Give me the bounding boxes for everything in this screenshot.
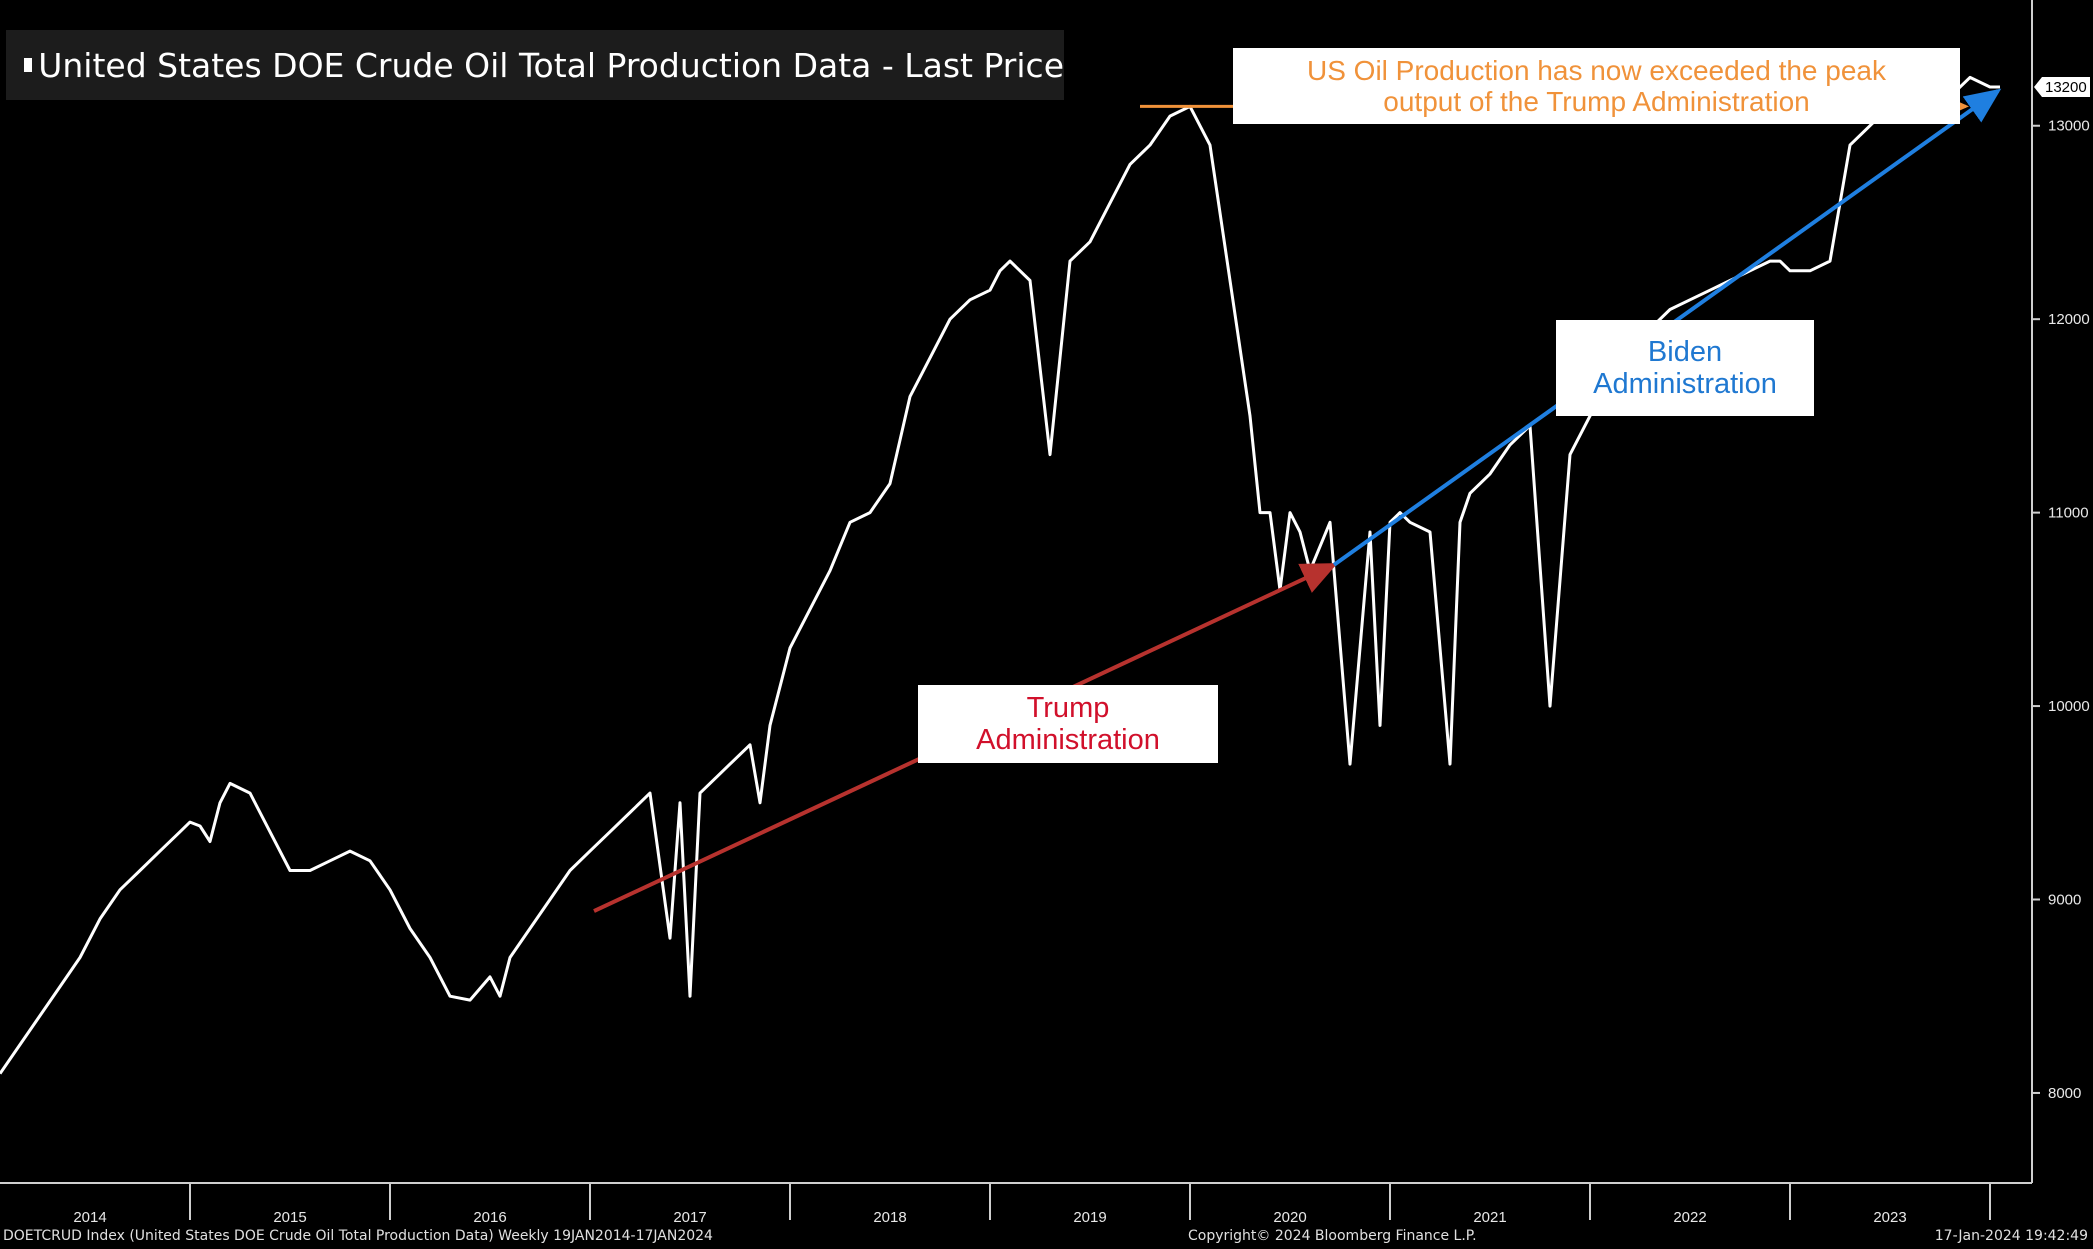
footer-source: DOETCRUD Index (United States DOE Crude …: [3, 1228, 713, 1244]
footer-copyright: Copyright© 2024 Bloomberg Finance L.P.: [1188, 1228, 1477, 1244]
y-tick-label: 10000: [2048, 698, 2090, 715]
peak-callout-line2: output of the Trump Administration: [1383, 86, 1810, 117]
y-tick-label: 11000: [2048, 505, 2089, 522]
chart-title-box: United States DOE Crude Oil Total Produc…: [6, 30, 1064, 100]
x-tick-label: 2015: [273, 1209, 306, 1226]
trump-callout: Trump Administration: [918, 685, 1218, 763]
trump-callout-line2: Administration: [976, 724, 1160, 756]
x-tick-label: 2023: [1873, 1209, 1906, 1226]
trump-callout-line1: Trump: [1026, 691, 1110, 724]
production-series-line: [0, 75, 2000, 1075]
annotation-arrows: [593, 88, 2002, 913]
footer-timestamp: 17-Jan-2024 19:42:49: [1934, 1228, 2088, 1244]
peak-callout: US Oil Production has now exceeded the p…: [1233, 48, 1960, 124]
legend-square-icon: [24, 58, 33, 72]
x-tick-label: 2022: [1673, 1209, 1706, 1226]
last-value-badge: 13200: [2034, 77, 2090, 98]
x-tick-label: 2016: [473, 1209, 506, 1226]
y-tick-label: 9000: [2048, 892, 2081, 909]
last-value-badge-shape: [2034, 77, 2090, 98]
x-tick-label: 2014: [73, 1209, 106, 1226]
biden-callout-line1: Biden: [1647, 335, 1723, 368]
biden-callout-line2: Administration: [1593, 368, 1777, 400]
y-axis-ticks: 8000 9000 10000 11000 12000 13000: [2032, 118, 2090, 1102]
x-tick-label: 2017: [673, 1209, 706, 1226]
x-tick-label: 2018: [873, 1209, 906, 1226]
peak-callout-line1: US Oil Production has now exceeded the p…: [1306, 54, 1887, 86]
y-tick-label: 13000: [2048, 118, 2090, 135]
x-axis-ticks: 2014 2015 2016 2017 2018 2019 2020 2021 2022 2023: [73, 1183, 1991, 1226]
y-tick-label: 12000: [2048, 311, 2090, 328]
y-tick-label: 8000: [2048, 1085, 2081, 1102]
biden-callout: Biden Administration: [1556, 320, 1814, 416]
chart-title: United States DOE Crude Oil Total Produc…: [38, 45, 1064, 85]
x-tick-label: 2020: [1273, 1209, 1306, 1226]
x-tick-label: 2021: [1473, 1209, 1506, 1226]
x-tick-label: 2019: [1073, 1209, 1106, 1226]
last-value-label: 13200: [2045, 79, 2087, 96]
